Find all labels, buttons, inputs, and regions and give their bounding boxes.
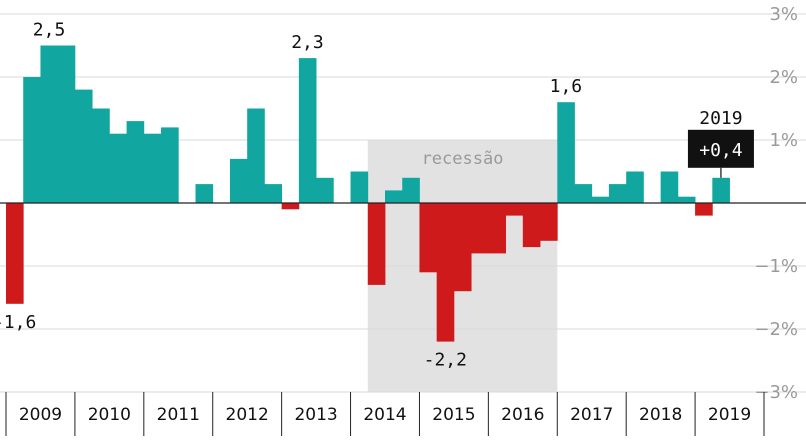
x-tick-label: 2019 — [708, 405, 751, 425]
y-tick-label: −3% — [754, 382, 798, 403]
data-label: 2,5 — [33, 20, 66, 41]
data-label: 2,3 — [291, 32, 324, 53]
bar — [505, 203, 524, 216]
y-tick-label: −2% — [754, 319, 798, 340]
bar — [608, 184, 627, 203]
x-tick-label: 2011 — [157, 405, 200, 425]
bar — [109, 133, 127, 203]
bar — [74, 89, 93, 203]
bar — [695, 203, 713, 216]
bar — [281, 203, 300, 210]
x-tick-label: 2012 — [226, 405, 269, 425]
x-tick-label: 2013 — [294, 405, 337, 425]
data-label: 1,6 — [550, 76, 583, 97]
bar — [143, 133, 162, 203]
callout-year: 2019 — [699, 108, 742, 129]
x-axis: 2009 2010 2011 2012 2013 2014 2015 2016 2017 2018… — [5, 392, 765, 436]
bar — [402, 177, 420, 203]
x-tick-label: 2010 — [88, 405, 131, 425]
bar — [574, 184, 593, 203]
bar — [247, 108, 265, 203]
bar — [316, 177, 334, 203]
bar — [591, 196, 610, 203]
bar — [367, 203, 386, 285]
data-labels: -1,6 2,5 2,3 -2,2 1,6 — [0, 20, 582, 371]
x-tick-label: 2015 — [432, 405, 475, 425]
bar — [40, 45, 59, 203]
x-tick-label: 2018 — [639, 405, 682, 425]
bar — [264, 184, 283, 203]
bar — [229, 158, 248, 203]
y-tick-label: −1% — [754, 256, 798, 277]
bar — [161, 127, 179, 203]
y-tick-label: 2% — [769, 67, 798, 88]
x-tick-label: 2014 — [363, 405, 406, 425]
data-label: -1,6 — [0, 312, 36, 333]
bar — [195, 184, 214, 203]
bar — [6, 203, 24, 304]
bar — [436, 203, 455, 342]
bar — [677, 196, 696, 203]
bars — [6, 45, 730, 342]
bar — [385, 190, 403, 203]
y-axis-ticks: 3% 2% 1% −1% −2% −3% — [754, 4, 798, 403]
bar — [57, 45, 76, 203]
recession-label: recessão — [422, 149, 504, 169]
y-tick-label: 1% — [769, 130, 798, 151]
x-tick-label: 2017 — [570, 405, 613, 425]
bar — [471, 203, 489, 254]
data-label: -2,2 — [424, 350, 467, 371]
bar — [92, 108, 110, 203]
highlight-callout: +0,4 2019 — [687, 108, 754, 178]
bar — [488, 203, 506, 254]
callout-box — [687, 129, 754, 168]
x-tick-label: 2016 — [501, 405, 544, 425]
bar — [126, 121, 145, 203]
bar — [298, 58, 317, 203]
bar — [419, 203, 438, 273]
bar — [712, 177, 730, 203]
bar — [23, 77, 41, 203]
bar — [660, 171, 679, 203]
callout-value: +0,4 — [699, 140, 742, 161]
bar — [350, 171, 369, 203]
bar — [626, 171, 644, 203]
bar — [557, 102, 575, 203]
bar — [522, 203, 541, 248]
x-tick-label: 2009 — [19, 405, 62, 425]
bar — [540, 203, 558, 241]
y-tick-label: 3% — [769, 4, 798, 25]
bar — [453, 203, 472, 292]
